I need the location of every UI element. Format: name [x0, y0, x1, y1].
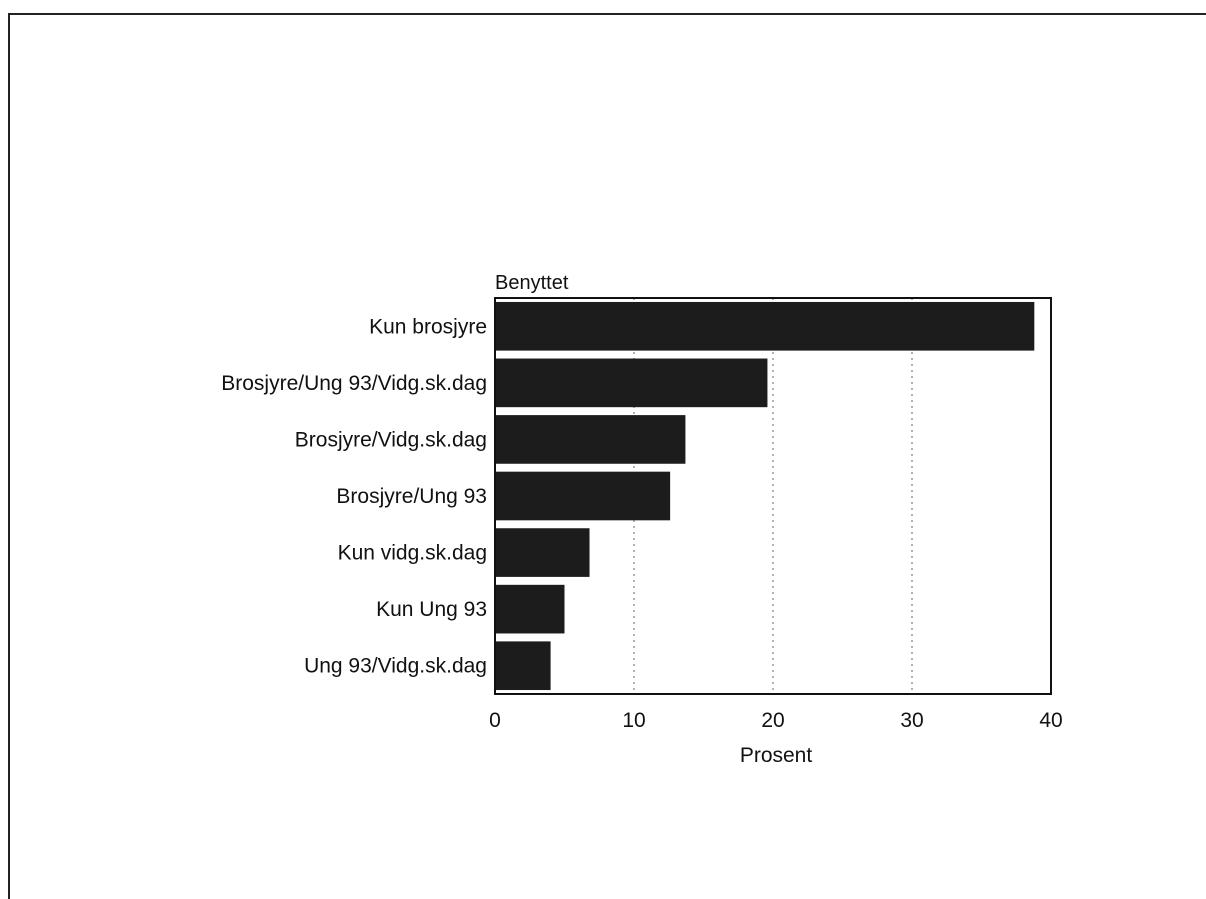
bar-2 [495, 415, 686, 464]
x-tick-label: 0 [489, 709, 501, 732]
bar-3 [495, 471, 671, 521]
category-label: Kun vidg.sk.dag [338, 542, 487, 565]
page-frame [8, 13, 1206, 899]
bar-5 [495, 584, 565, 634]
x-tick-label: 20 [761, 709, 784, 732]
plot-frame [494, 297, 1052, 695]
x-tick-label: 30 [900, 709, 923, 732]
x-tick-labels: 0 10 20 30 40 [489, 709, 1063, 732]
category-label: Brosjyre/Ung 93 [336, 485, 487, 508]
category-label: Ung 93/Vidg.sk.dag [304, 655, 487, 678]
chart-title: Benyttet [495, 272, 569, 294]
bar-4 [495, 528, 590, 577]
x-tick-label: 40 [1039, 709, 1062, 732]
bars [495, 301, 1035, 691]
category-label: Brosjyre/Vidg.sk.dag [295, 428, 487, 451]
category-label: Brosjyre/Ung 93/Vidg.sk.dag [221, 372, 487, 395]
gridlines [633, 298, 913, 694]
category-label: Kun Ung 93 [376, 598, 487, 621]
category-label: Kun brosjyre [369, 315, 487, 338]
bar-0 [495, 301, 1035, 351]
x-tick-label: 10 [622, 709, 645, 732]
bar-1 [495, 358, 768, 408]
bar-6 [495, 641, 551, 691]
x-axis-label: Prosent [740, 744, 813, 767]
category-labels: Kun brosjyre Brosjyre/Ung 93/Vidg.sk.dag B… [221, 315, 487, 677]
